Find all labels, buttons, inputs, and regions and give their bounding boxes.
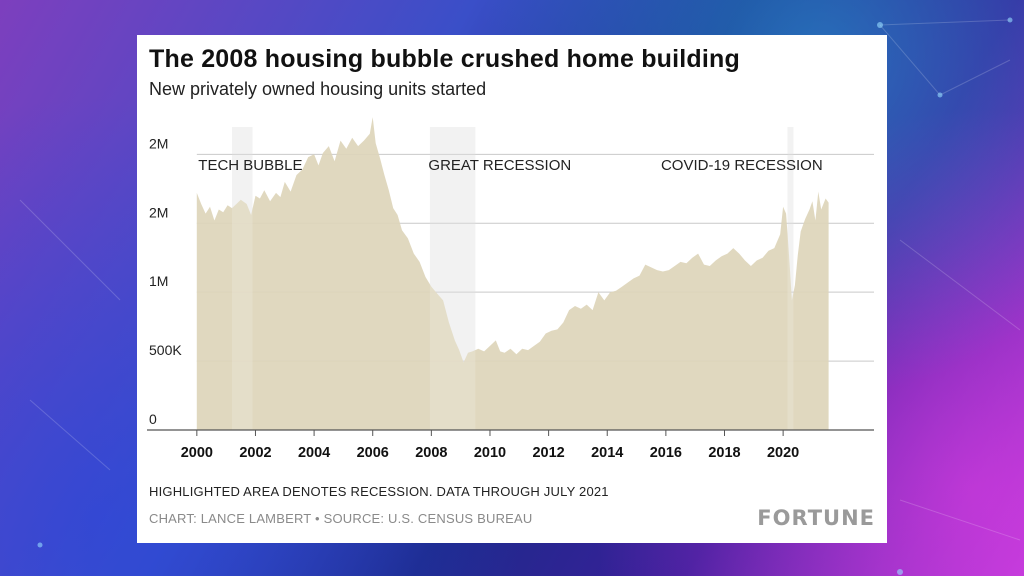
- x-tick-label-9: 2018: [708, 445, 740, 461]
- x-tick-label-2: 2004: [298, 445, 330, 461]
- y-tick-label-1: 500K: [149, 342, 182, 358]
- source-credit: CHART: LANCE LAMBERT • SOURCE: U.S. CENS…: [149, 511, 533, 526]
- chart-title: The 2008 housing bubble crushed home bui…: [149, 45, 740, 73]
- x-tick-label-1: 2002: [239, 445, 271, 461]
- recession-overlay-1: [429, 127, 476, 430]
- recession-note: HIGHLIGHTED AREA DENOTES RECESSION. DATA…: [149, 484, 609, 499]
- y-tick-label-3: 2M: [149, 204, 168, 220]
- recession-label-0: TECH BUBBLE: [198, 157, 302, 174]
- x-tick-label-7: 2014: [591, 445, 623, 461]
- chart-subtitle: New privately owned housing units starte…: [149, 79, 487, 99]
- x-tick-label-8: 2016: [650, 445, 682, 461]
- x-tick-label-0: 2000: [181, 445, 213, 461]
- y-tick-label-4: 2M: [149, 135, 168, 151]
- recession-label-2: COVID-19 RECESSION: [661, 157, 823, 174]
- x-tick-label-6: 2012: [532, 445, 564, 461]
- x-tick-label-5: 2010: [474, 445, 506, 461]
- recession-overlay-2: [787, 127, 794, 430]
- x-tick-label-3: 2006: [357, 445, 389, 461]
- recession-label-1: GREAT RECESSION: [428, 157, 571, 174]
- chart-area: 0 500K 1M 2M 2M 2000 2002 2004 2006 2008 2010 2012 2…: [147, 117, 874, 461]
- x-tick-label-4: 2008: [415, 445, 447, 461]
- fortune-logo: FORTUNE: [757, 506, 875, 530]
- chart-card: 0 500K 1M 2M 2M 2000 2002 2004 2006 2008 2010 2012 2…: [137, 35, 887, 543]
- y-tick-label-0: 0: [149, 411, 157, 427]
- y-tick-label-2: 1M: [149, 273, 168, 289]
- series-area: [196, 117, 829, 430]
- x-tick-label-10: 2020: [767, 445, 799, 461]
- recession-overlay-0: [232, 127, 253, 430]
